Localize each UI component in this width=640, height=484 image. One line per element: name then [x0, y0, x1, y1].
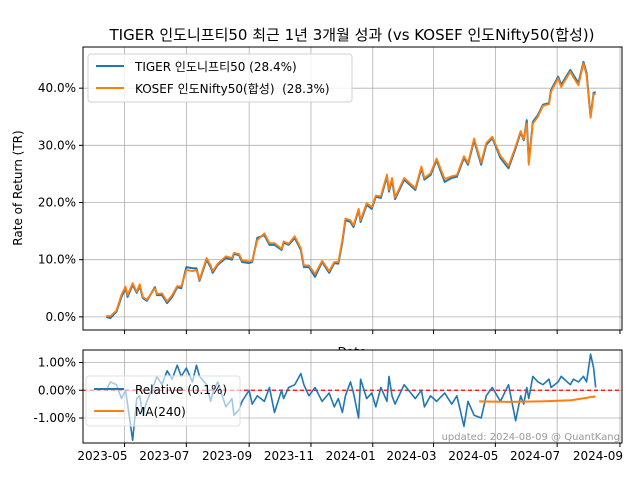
- ma240-series-line: [479, 395, 596, 403]
- bottom-axes: 2023-05 2023-07 2023-09 2023-11 2024-01 2024-…: [34, 349, 623, 463]
- relative-series-line: [105, 353, 597, 442]
- chart-title: TIGER 인도니프티50 최근 1년 3개월 성과 (vs KOSEF 인도N…: [108, 26, 594, 44]
- legend-label-kosef: KOSEF 인도Nifty50(합성) (28.3%): [135, 82, 330, 96]
- y-axis-label: Rate of Return (TR): [11, 130, 25, 245]
- top-y-tick-label: 30.0%: [38, 138, 76, 152]
- top-y-tick-label: 20.0%: [38, 196, 76, 210]
- bottom-legend: Relative (0.1%) MA(240): [85, 375, 241, 427]
- watermark: updated: 2024-08-09 @ QuantKang: [442, 432, 620, 443]
- legend-label-tiger: TIGER 인도니프티50 (28.4%): [134, 60, 297, 74]
- top-plot-frame: [82, 46, 623, 331]
- bottom-y-tick-label: 0.00%: [38, 383, 76, 397]
- x-tick-label: 2024-09: [573, 449, 623, 463]
- top-y-tick-label: 0.0%: [46, 310, 77, 324]
- top-legend: TIGER 인도니프티50 (28.4%) KOSEF 인도Nifty50(합성…: [87, 53, 353, 103]
- x-tick-label: 2024-05: [448, 449, 498, 463]
- x-tick-label: 2024-03: [386, 449, 436, 463]
- kosef-series-line: [106, 62, 596, 318]
- x-tick-label: 2023-09: [202, 449, 252, 463]
- top-axes: 0.0% 10.0% 20.0% 30.0% 40.0%: [38, 46, 623, 334]
- bottom-plot-frame: [82, 349, 623, 444]
- x-tick-label: 2024-01: [326, 449, 376, 463]
- top-series-lines: [106, 60, 596, 319]
- legend-label-ma: MA(240): [135, 405, 186, 419]
- bottom-y-tick-label: 1.00%: [38, 355, 76, 369]
- bottom-y-tick-label: -1.00%: [34, 411, 76, 425]
- x-tick-label: 2023-11: [264, 449, 314, 463]
- legend-label-relative: Relative (0.1%): [135, 383, 227, 397]
- bottom-series-lines: [105, 353, 597, 442]
- top-y-tick-label: 10.0%: [38, 253, 76, 267]
- x-tick-label: 2023-07: [139, 449, 189, 463]
- x-tick-label: 2023-05: [77, 449, 127, 463]
- x-tick-label: 2024-07: [510, 449, 560, 463]
- top-y-tick-label: 40.0%: [38, 81, 76, 95]
